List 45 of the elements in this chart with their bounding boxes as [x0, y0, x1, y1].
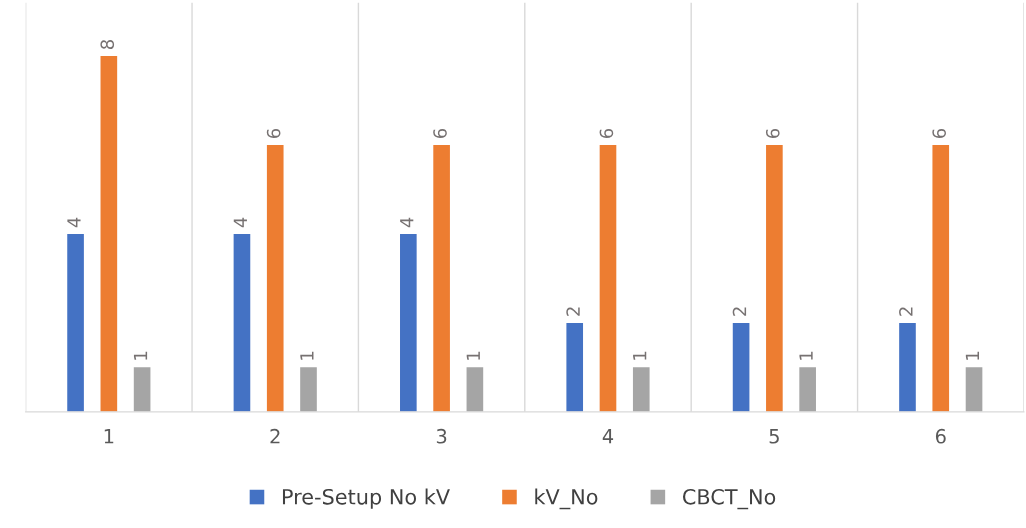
- data-label: 6: [266, 128, 281, 138]
- x-tick-label: 6: [935, 428, 946, 444]
- bar: [266, 144, 284, 412]
- bar: [133, 367, 151, 412]
- bar: [100, 56, 118, 412]
- data-label: 6: [433, 128, 447, 138]
- data-label: 6: [765, 128, 780, 138]
- bar: [566, 322, 584, 412]
- data-label: 2: [566, 307, 580, 316]
- bar: [965, 367, 983, 412]
- bar: [400, 233, 417, 412]
- data-label: 8: [100, 40, 115, 50]
- data-label: 1: [133, 351, 148, 360]
- data-label: 2: [899, 307, 913, 316]
- bar: [732, 322, 750, 412]
- data-label: 6: [932, 128, 946, 138]
- x-tick-label: 1: [104, 429, 114, 444]
- bar: [300, 367, 317, 412]
- bar: [433, 144, 450, 412]
- data-label: 4: [400, 217, 414, 228]
- bar: [799, 367, 816, 412]
- x-tick-label: 4: [602, 429, 614, 444]
- data-label: 6: [599, 128, 614, 138]
- data-label: 1: [633, 351, 647, 360]
- bar: [466, 367, 484, 412]
- data-label: 1: [300, 351, 314, 360]
- legend-label: Pre-Setup No kV: [282, 488, 450, 509]
- bar: [766, 144, 783, 412]
- bar: [632, 367, 650, 412]
- data-label: 2: [732, 307, 747, 316]
- bar: [233, 233, 251, 412]
- data-label: 1: [965, 351, 980, 360]
- data-label: 4: [233, 217, 247, 228]
- data-label: 4: [67, 217, 81, 228]
- legend-label: kV_No: [535, 488, 598, 510]
- bar: [599, 144, 617, 412]
- x-tick-label: 2: [270, 428, 280, 444]
- data-label: 1: [799, 351, 813, 360]
- legend-label: CBCT_No: [682, 488, 776, 510]
- x-tick-label: 3: [436, 428, 447, 444]
- x-tick-label: 5: [769, 429, 779, 444]
- data-label: 1: [466, 351, 480, 360]
- bar: [932, 144, 950, 412]
- bar: [899, 322, 916, 412]
- bar: [67, 233, 84, 412]
